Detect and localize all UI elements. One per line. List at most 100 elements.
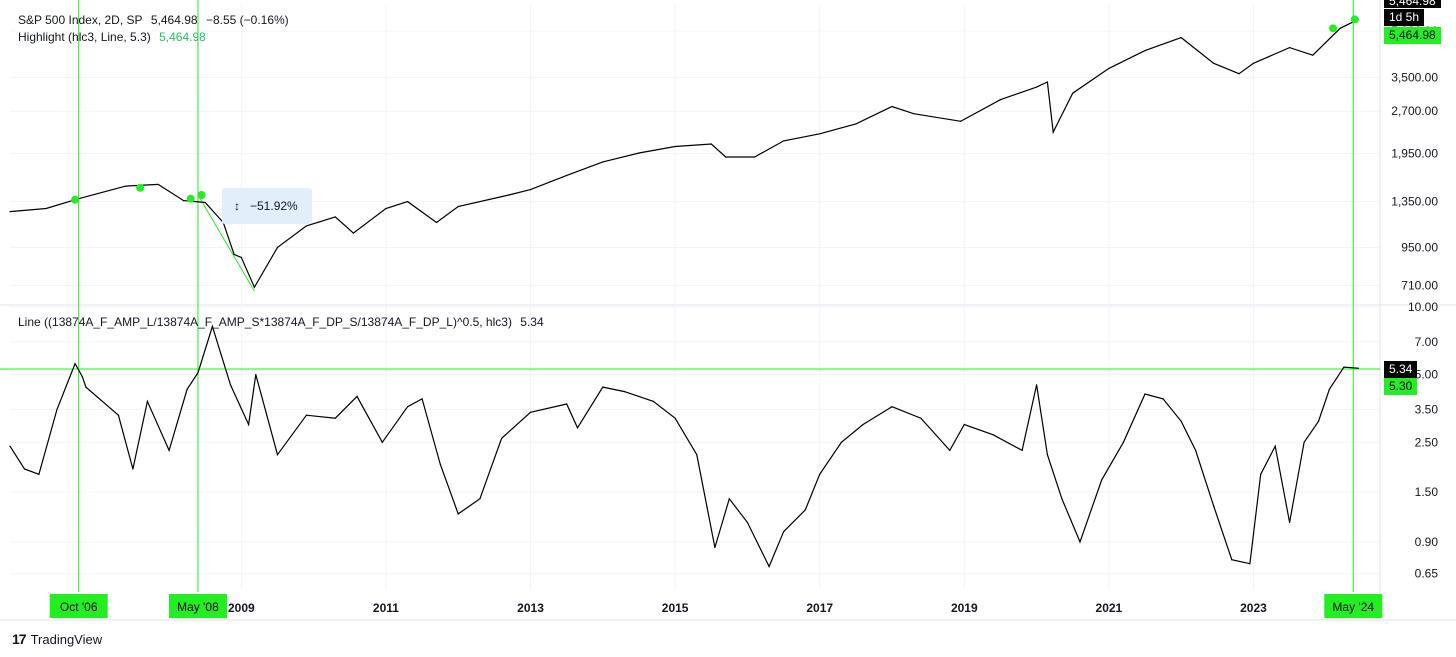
ratio-series-point: [23, 468, 26, 470]
sp500-series-point: [710, 143, 712, 145]
sp500-series-point: [508, 194, 510, 196]
sub-y-tick-label: 0.90: [1415, 535, 1439, 549]
main-y-tick-label: 1,950.00: [1391, 147, 1438, 161]
ratio-series-point: [674, 417, 676, 419]
ratio-series-point: [38, 473, 40, 475]
ratio-series-point: [746, 521, 749, 523]
footer-brand[interactable]: 17 TradingView: [12, 631, 102, 647]
countdown-tag: 1d 5h: [1384, 9, 1425, 26]
ratio-series-point: [1289, 521, 1291, 523]
ratio-series-point: [305, 414, 308, 416]
sp500-series-point: [334, 216, 336, 218]
ratio-series-point: [381, 441, 383, 443]
ratio-series-point: [576, 427, 579, 429]
ratio-series-point: [439, 463, 441, 465]
vertical-marker-label: May '24: [1332, 600, 1374, 614]
x-tick-label: 2019: [951, 601, 978, 615]
ratio-series-point: [479, 498, 481, 500]
highlight-legend: Highlight (hlc3, Line, 5.3) 5,464.98: [18, 30, 211, 44]
main-y-tick-label: 950.00: [1401, 240, 1438, 254]
measure-icon: ↕: [234, 199, 240, 213]
price-change: −8.55 (−0.16%): [205, 13, 289, 27]
ratio-series-point: [81, 376, 83, 378]
ratio-series-point: [602, 386, 604, 388]
ratio-series-point: [74, 362, 76, 365]
ratio-series-point: [1035, 384, 1038, 386]
vertical-marker-tag: [49, 594, 108, 618]
main-legend: S&P 500 Index, 2D, SP 5,464.98 −8.55 (−0…: [18, 13, 294, 27]
ratio-series-point: [1061, 498, 1063, 500]
x-tick-label: 2015: [662, 601, 689, 615]
ratio-series-point: [1328, 388, 1330, 390]
brand-label: TradingView: [30, 631, 103, 647]
vertical-marker-label: Oct '06: [60, 600, 98, 614]
sp500-series-point: [1180, 37, 1182, 39]
ratio-tag: 5.34: [1384, 361, 1418, 378]
ratio-series-point: [146, 400, 148, 403]
indicator-value: 5.34: [520, 315, 544, 329]
sp500-series-point: [1072, 92, 1074, 94]
ratio-series-point: [652, 400, 655, 403]
ratio-series-point: [819, 473, 821, 475]
ratio-series-point: [56, 408, 58, 411]
sub-y-tick-label: 3.50: [1415, 402, 1439, 416]
ratio-series-point: [529, 411, 532, 413]
ratio-series-point: [782, 531, 785, 533]
highlight-mark: [1329, 24, 1338, 33]
highlight-mark: [1350, 15, 1359, 24]
x-tick-label: 2017: [806, 601, 833, 615]
sp500-series-point: [233, 253, 235, 256]
measure-tooltip: ↕ −51.92%: [222, 188, 312, 224]
ratio-series-point: [566, 403, 568, 405]
sp500-series-point: [45, 207, 47, 210]
sp500-series-point: [305, 225, 308, 227]
sub-y-tick-label: 10.00: [1408, 300, 1438, 314]
measure-line: [197, 194, 255, 292]
highlight-mark: [136, 183, 145, 192]
ratio-series-point: [1249, 563, 1251, 565]
highlight-mark: [186, 194, 195, 203]
sub-y-tick-label: 2.50: [1415, 435, 1439, 449]
ratio-series-point: [211, 325, 214, 327]
sp500-series-point: [754, 156, 756, 158]
price-green-tag: 5,464.98: [1384, 27, 1441, 44]
main-y-tick-label: 1,350.00: [1391, 195, 1438, 209]
sp500-series-point: [819, 133, 821, 135]
ratio-series-point: [891, 406, 893, 408]
sp500-series-point: [1312, 54, 1314, 56]
ratio-series-point: [1274, 445, 1276, 447]
x-tick-label: 2011: [373, 601, 399, 615]
ratio-series-point: [714, 546, 716, 549]
ratio-series-point: [804, 509, 806, 511]
sp500-series-point: [891, 105, 893, 108]
sp500-series-point: [204, 201, 206, 204]
sp500-series-point: [913, 113, 915, 115]
sp500-series-point: [352, 232, 355, 234]
ratio-series-point: [1213, 505, 1215, 507]
ratio-series-point: [728, 498, 730, 500]
ratio-series-point: [992, 434, 994, 436]
sp500-series-point: [457, 205, 459, 208]
sub-y-tick-label: 0.65: [1415, 567, 1439, 581]
ratio-series-point: [768, 565, 770, 568]
x-tick-label: 2023: [1240, 601, 1267, 615]
x-tick-label: 2021: [1096, 601, 1123, 615]
ratio-series-point: [1144, 393, 1146, 395]
sp500-series-point: [725, 156, 727, 158]
ratio-series-point: [247, 423, 250, 426]
sp500-series-point: [602, 161, 604, 163]
ratio-series-point: [1343, 366, 1345, 368]
highlight-mark: [71, 195, 80, 204]
ratio-series-point: [9, 445, 11, 447]
sp500-series-point: [566, 174, 568, 177]
sub-y-tick-label: 5.00: [1415, 368, 1439, 382]
sp500-series-point: [1144, 49, 1146, 52]
ratio-series-point: [1162, 398, 1164, 400]
sp500-series-point: [999, 99, 1002, 101]
sp500-series-point: [157, 183, 159, 186]
ratio-series-point: [1021, 449, 1023, 451]
sub-y-tick-label: 7.00: [1415, 335, 1439, 349]
ratio-series-point: [1180, 420, 1182, 422]
sp500-series-point: [407, 200, 409, 203]
